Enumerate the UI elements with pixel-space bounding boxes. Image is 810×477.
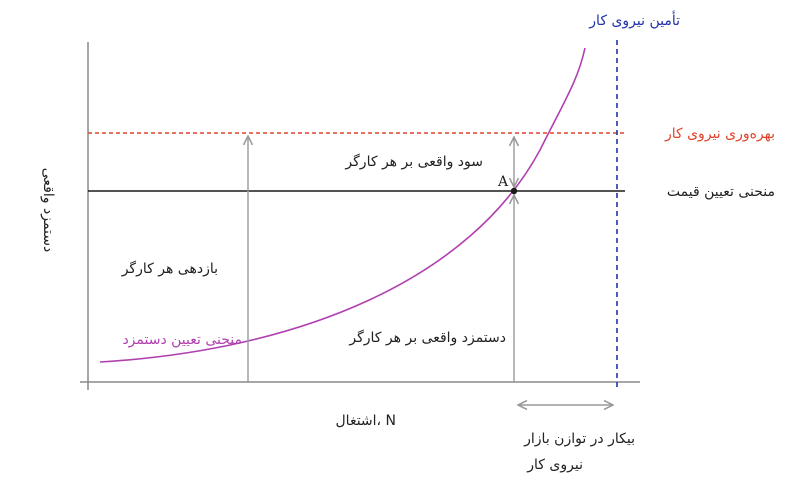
profit-label: سود واقعی بر هر کارگر	[344, 153, 483, 170]
unemployment-label-line2: نیروی کار	[526, 457, 583, 473]
equilibrium-point	[510, 187, 518, 195]
wage-setting-curve	[99, 47, 586, 363]
price-setting-label: منحنی تعیین قیمت	[667, 184, 775, 200]
x-axis-label: اشتغال، N	[336, 413, 397, 429]
unemployment-label-line1: بیکار در توازن بازار	[523, 431, 635, 447]
point-label: A	[497, 174, 509, 190]
labour-supply-label: تأمین نیروی کار	[588, 10, 680, 29]
productivity-label: بهره‌وری نیروی کار	[664, 126, 775, 142]
return-label: بازدهی هر کارگر	[121, 260, 218, 277]
wage-label: دستمزد واقعی بر هر کارگر	[348, 329, 506, 346]
y-axis-label: دستمزد واقعی	[40, 168, 56, 252]
wage-setting-label: منحنی تعیین دستمزد	[122, 332, 242, 348]
